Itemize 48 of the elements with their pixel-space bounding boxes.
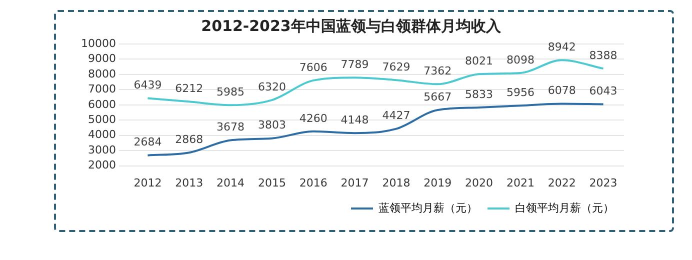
x-tick-label: 2019 [424,176,452,190]
y-tick-label: 7000 [88,82,116,96]
data-label: 5985 [216,85,245,98]
x-tick-label: 2016 [299,176,328,190]
y-tick-label: 9000 [88,52,116,66]
data-label: 4260 [299,112,328,125]
y-tick-label: 8000 [88,67,116,80]
data-label: 7606 [299,60,328,74]
data-label: 3678 [216,120,245,134]
data-label: 2868 [175,132,204,146]
data-label: 4427 [382,109,410,122]
data-label: 8021 [465,54,494,68]
data-label: 6439 [134,78,162,92]
chart-title: 2012-2023年中国蓝领与白领群体月均收入 [201,16,502,35]
data-label: 6078 [548,84,576,98]
data-label: 8098 [506,53,534,66]
x-tick-label: 2018 [382,176,410,190]
data-label: 5833 [465,88,494,101]
data-label: 5667 [424,90,452,104]
data-label: 2684 [134,136,162,149]
y-tick-label: 4000 [88,128,116,142]
x-tick-label: 2021 [506,176,534,190]
x-tick-label: 2022 [548,176,576,190]
data-label: 7362 [424,64,452,78]
data-label: 4148 [340,113,369,126]
y-tick-label: 6000 [88,98,116,111]
data-label: 5956 [506,86,534,99]
data-label: 7789 [340,58,369,72]
data-label: 8388 [589,48,618,62]
legend-label: 白领平均月薪（元） [515,201,614,214]
data-label: 3803 [258,118,286,132]
x-tick-label: 2012 [134,176,162,190]
y-tick-label: 5000 [88,112,116,126]
data-label: 7629 [382,60,410,74]
y-tick-label: 10000 [80,36,116,50]
y-tick-label: 3000 [88,143,116,156]
x-tick-label: 2015 [258,176,286,190]
data-label: 6212 [175,82,204,96]
data-label: 6320 [258,80,286,94]
x-tick-label: 2023 [589,176,618,190]
legend-label: 蓝领平均月薪（元） [378,201,478,214]
data-label: 6043 [589,84,618,98]
x-tick-label: 2014 [216,176,245,190]
data-label: 8942 [548,40,576,54]
x-tick-label: 2017 [340,176,369,190]
x-tick-label: 2013 [175,176,204,190]
x-tick-label: 2020 [465,176,494,190]
y-tick-label: 2000 [88,158,116,172]
